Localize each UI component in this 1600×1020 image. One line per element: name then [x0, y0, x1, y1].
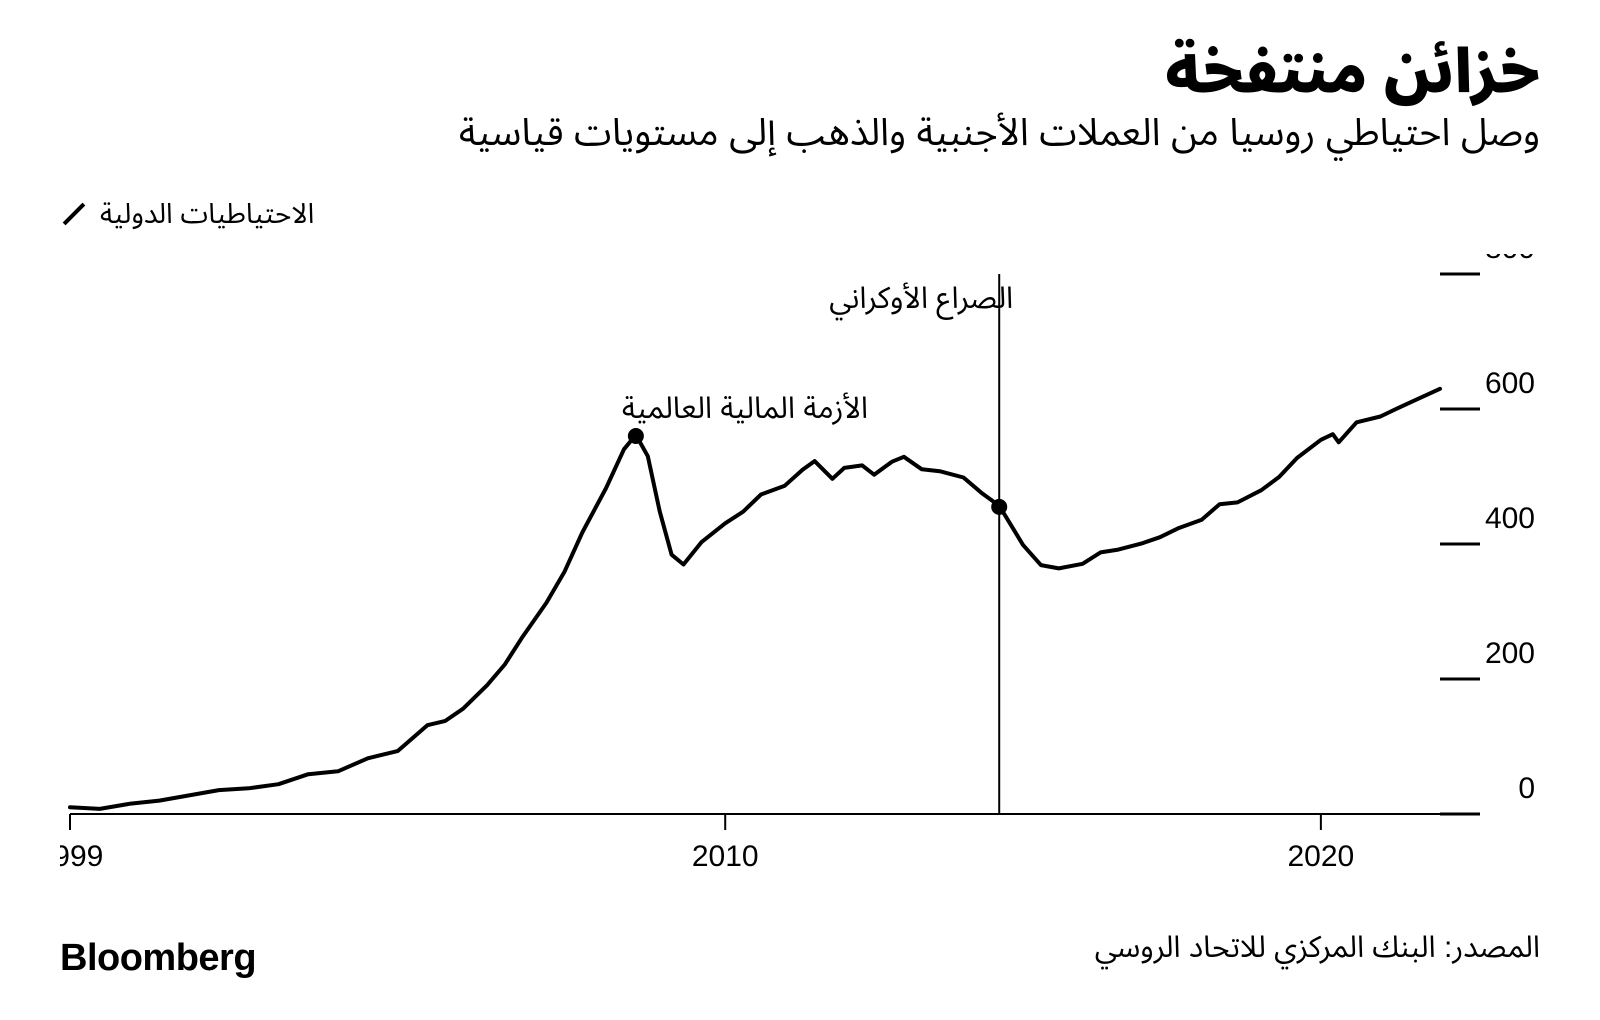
legend-line-icon: [63, 203, 86, 226]
chart-svg: 0 200 400 600 800 1999 2010 2020 الأزمة المالية …: [60, 254, 1540, 894]
annotation-label-gfc: الأزمة المالية العالمية: [622, 392, 868, 425]
x-tick-label: 2020: [1287, 840, 1354, 873]
annotation-dot-gfc: [628, 428, 644, 444]
source-text: المصدر: البنك المركزي للاتحاد الروسي: [1095, 917, 1540, 980]
footer: Bloomberg المصدر: البنك المركزي للاتحاد …: [60, 917, 1540, 980]
chart-title: خزائن منتفخة: [60, 40, 1540, 103]
y-tick-label: 600: [1485, 367, 1535, 400]
legend: الاحتياطيات الدولية: [60, 185, 1540, 244]
page: خزائن منتفخة وصل احتياطي روسيا من العملا…: [0, 0, 1600, 1020]
chart-subtitle: وصل احتياطي روسيا من العملات الأجنبية وا…: [60, 111, 1540, 157]
y-tick-label: 0: [1518, 772, 1535, 805]
y-tick-label: 200: [1485, 637, 1535, 670]
y-tick-label: 400: [1485, 502, 1535, 535]
annotation-dot-ukraine: [991, 498, 1007, 514]
annotation-label-ukraine: الصراع الأوكراني: [829, 282, 1013, 321]
x-tick-label: 1999: [60, 840, 103, 873]
data-line: [70, 388, 1440, 808]
y-tick-label: 800: [1485, 254, 1535, 265]
line-chart: 0 200 400 600 800 1999 2010 2020 الأزمة المالية …: [60, 254, 1540, 894]
legend-label: الاحتياطيات الدولية: [100, 185, 314, 244]
brand-logo: Bloomberg: [60, 937, 256, 980]
x-tick-label: 2010: [692, 840, 759, 873]
